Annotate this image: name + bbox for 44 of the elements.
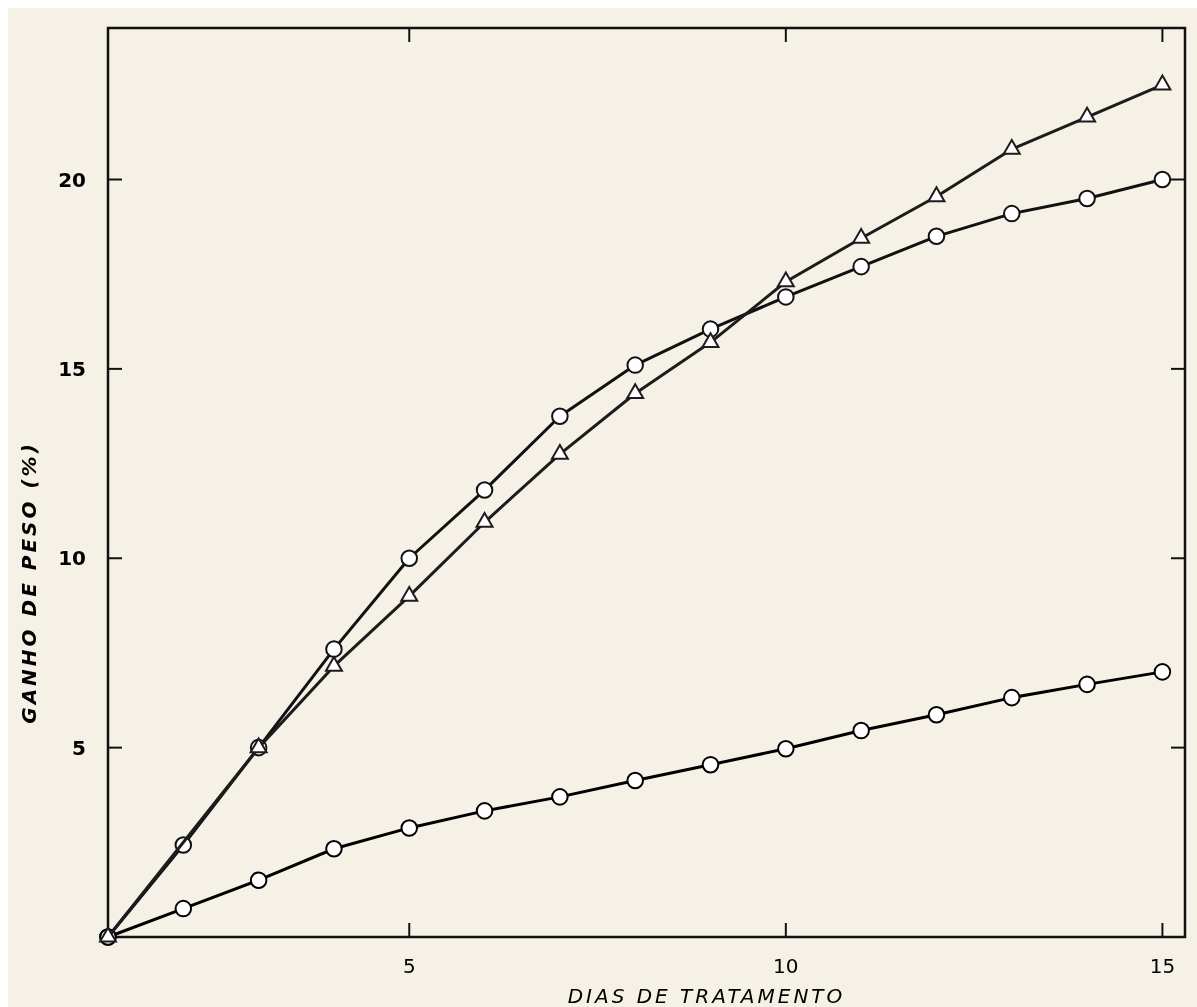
y-tick-label: 10 (58, 546, 86, 571)
point (325, 640, 343, 658)
x-tick-label: 10 (773, 954, 799, 978)
point (626, 356, 644, 374)
point (400, 819, 419, 837)
point (701, 332, 720, 348)
y-axis-title: GANHO DE PESO (%) (17, 441, 41, 724)
x-axis-title: DIAS DE TRATAMENTO (567, 984, 846, 1007)
point (475, 481, 494, 499)
point (927, 186, 946, 203)
y-tick-label: 20 (58, 167, 86, 192)
point (852, 257, 870, 276)
point (927, 227, 946, 246)
point (249, 871, 268, 889)
point (1078, 189, 1096, 208)
x-tick-label: 5 (402, 954, 416, 978)
point (551, 407, 569, 425)
point (174, 899, 193, 918)
point (927, 705, 946, 724)
point (1153, 170, 1172, 189)
x-tick-label: 15 (1149, 954, 1176, 978)
point (475, 512, 494, 528)
point (852, 228, 871, 244)
point (1003, 204, 1021, 223)
point (626, 383, 645, 400)
point (626, 771, 644, 790)
point (325, 839, 343, 858)
point (400, 549, 419, 568)
point (475, 802, 494, 820)
y-tick-label: 5 (72, 735, 86, 760)
point (701, 755, 720, 774)
point (551, 788, 569, 806)
point (1078, 106, 1097, 123)
point (852, 721, 870, 740)
y-tick-label: 15 (58, 356, 86, 381)
point (1078, 675, 1096, 694)
point (776, 271, 795, 288)
point (1153, 663, 1172, 681)
point (1002, 139, 1021, 155)
point (777, 288, 795, 306)
point (1003, 688, 1021, 707)
point (777, 740, 795, 758)
point (550, 443, 569, 460)
point (1153, 74, 1172, 91)
